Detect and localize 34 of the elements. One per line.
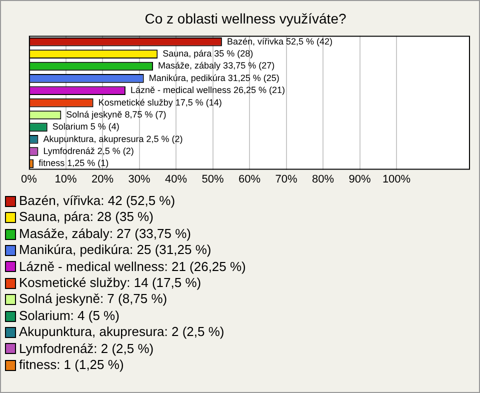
text: Manikúra, pedikúra: 25 (31,25 %): [19, 242, 212, 259]
text: Akupunktura, akupresura: 2 (2,5 %): [19, 324, 224, 341]
x-tick-label: 80%: [312, 173, 334, 186]
category-label: Akupunktura, akupresura 2,5 % (2): [43, 134, 183, 144]
text: Masáže, zábaly: 27 (33,75 %): [19, 226, 191, 242]
x-tick-label: 90%: [348, 173, 371, 186]
x-tick-label: 30%: [128, 173, 150, 186]
text: Solná jeskyně: 7 (8,75 %): [19, 291, 168, 308]
category-label: Lázně - medical wellness 26,25 % (21): [130, 85, 286, 96]
category-label: Sauna, pára 35 % (28): [162, 48, 254, 59]
category-label: fitness 1,25 % (1): [38, 158, 109, 168]
x-tick-label: 70%: [275, 173, 298, 186]
x-tick-label: 100%: [382, 173, 411, 186]
text: Solarium: 4 (5 %): [19, 308, 120, 324]
text: Bazén, vířivka: 42 (52,5 %): [19, 193, 176, 210]
category-label: Manikúra, pedikúra 31,25 % (25): [148, 72, 280, 83]
x-tick-label: 50%: [202, 173, 224, 186]
x-tick-label: 60%: [238, 173, 261, 186]
x-tick-label: 0%: [21, 173, 38, 186]
category-label: Masáže, zábaly 33,75 % (27): [158, 60, 275, 71]
category-label: Kosmetické služby 17,5 % (14): [98, 97, 222, 108]
category-label: Solarium 5 % (4): [52, 122, 120, 132]
x-tick-label: 10%: [54, 173, 77, 186]
text: Sauna, pára: 28 (35 %): [19, 209, 154, 226]
chart-title: Co z oblasti wellness využíváte?: [144, 10, 346, 26]
x-tick-label: 40%: [164, 173, 188, 186]
category-label: Lymfodrenáž 2,5 % (2): [43, 146, 134, 156]
category-label: Bazén, vířivka 52,5 % (42): [226, 36, 332, 46]
text: Lymfodrenáž: 2 (2,5 %): [19, 340, 154, 358]
text: Lázně - medical wellness: 21 (26,25 %): [19, 258, 246, 276]
x-tick-label: 20%: [91, 173, 114, 186]
category-label: Solná jeskyně 8,75 % (7): [66, 109, 166, 120]
text: Kosmetické služby: 14 (17,5 %): [19, 275, 202, 292]
text: fitness: 1 (1,25 %): [19, 357, 124, 374]
